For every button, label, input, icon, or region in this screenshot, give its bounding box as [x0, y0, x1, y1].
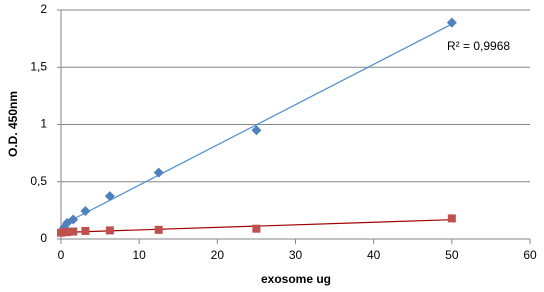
data-point [252, 224, 261, 233]
x-tick-label: 50 [445, 248, 459, 262]
y-tick-label: 0,5 [30, 174, 47, 188]
data-point [63, 228, 72, 237]
x-axis-title: exosome ug [261, 272, 331, 286]
x-tick-label: 0 [58, 248, 65, 262]
y-tick-label: 0 [40, 231, 47, 245]
x-tick-label: 30 [289, 248, 303, 262]
y-axis-title: O.D. 450nm [6, 91, 20, 157]
data-point [154, 225, 163, 234]
data-point [446, 17, 457, 28]
x-tick-label: 10 [132, 248, 146, 262]
data-point [105, 226, 114, 235]
data-point [153, 167, 164, 178]
data-point [81, 226, 90, 235]
x-tick-label: 60 [523, 248, 537, 262]
data-point [80, 205, 91, 216]
y-tick-label: 1,5 [30, 59, 47, 73]
data-point [104, 191, 115, 202]
x-tick-label: 20 [211, 248, 225, 262]
trendline [63, 23, 453, 225]
data-point [68, 214, 79, 225]
data-point [69, 227, 78, 236]
data-point [447, 214, 456, 223]
y-tick-label: 1 [40, 117, 47, 131]
data-point [251, 125, 262, 136]
y-tick-label: 2 [40, 2, 47, 16]
annotation: R² = 0,9968 [447, 39, 510, 53]
x-tick-label: 40 [367, 248, 381, 262]
